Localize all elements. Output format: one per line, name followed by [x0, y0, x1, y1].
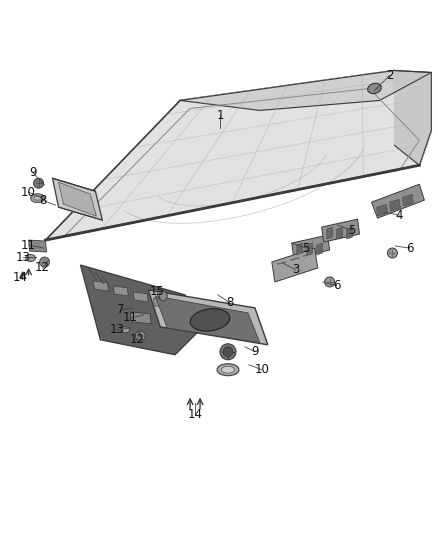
Text: 9: 9 — [251, 345, 258, 358]
Text: 5: 5 — [302, 241, 309, 255]
Ellipse shape — [121, 327, 130, 333]
Circle shape — [325, 277, 335, 287]
Polygon shape — [317, 243, 323, 255]
Polygon shape — [346, 227, 353, 239]
Text: 10: 10 — [21, 185, 36, 199]
Polygon shape — [403, 194, 413, 206]
Circle shape — [34, 178, 43, 188]
Text: 12: 12 — [130, 333, 145, 346]
Polygon shape — [81, 265, 200, 355]
Ellipse shape — [217, 364, 239, 376]
Text: 8: 8 — [39, 193, 46, 207]
Text: 5: 5 — [348, 224, 355, 237]
Ellipse shape — [25, 255, 35, 262]
Polygon shape — [28, 240, 46, 252]
Text: 13: 13 — [15, 251, 30, 263]
Polygon shape — [337, 227, 343, 239]
Ellipse shape — [190, 309, 230, 331]
Circle shape — [220, 344, 236, 360]
Text: 7: 7 — [117, 303, 124, 317]
Ellipse shape — [31, 193, 45, 203]
Text: 3: 3 — [292, 263, 300, 277]
Text: 6: 6 — [333, 279, 340, 293]
Text: 6: 6 — [406, 241, 413, 255]
Ellipse shape — [159, 291, 167, 301]
Polygon shape — [153, 298, 168, 308]
Polygon shape — [272, 248, 318, 282]
Ellipse shape — [367, 83, 381, 94]
Text: 14: 14 — [187, 408, 203, 421]
Polygon shape — [297, 243, 303, 255]
Polygon shape — [292, 235, 330, 258]
Polygon shape — [93, 281, 108, 291]
Text: 13: 13 — [110, 324, 125, 336]
Polygon shape — [371, 184, 424, 218]
Ellipse shape — [34, 196, 41, 200]
Polygon shape — [327, 227, 332, 239]
Polygon shape — [321, 219, 360, 242]
Text: 11: 11 — [123, 311, 138, 325]
Polygon shape — [130, 312, 151, 324]
Polygon shape — [46, 70, 431, 240]
Polygon shape — [113, 286, 128, 296]
Text: 2: 2 — [386, 69, 393, 82]
Circle shape — [388, 248, 397, 258]
Polygon shape — [395, 70, 431, 165]
Circle shape — [39, 257, 49, 267]
Text: 10: 10 — [254, 363, 269, 376]
Text: 15: 15 — [150, 286, 165, 298]
Polygon shape — [133, 292, 148, 302]
Polygon shape — [307, 243, 313, 255]
Text: 14: 14 — [13, 271, 28, 285]
Polygon shape — [59, 182, 96, 216]
Circle shape — [223, 347, 233, 357]
Polygon shape — [180, 70, 431, 110]
Text: 9: 9 — [29, 166, 36, 179]
Text: 4: 4 — [396, 208, 403, 222]
Polygon shape — [389, 199, 400, 211]
Text: 12: 12 — [35, 262, 50, 274]
Polygon shape — [377, 204, 388, 216]
Polygon shape — [148, 290, 268, 345]
Ellipse shape — [222, 366, 234, 373]
Text: 1: 1 — [216, 109, 224, 122]
Circle shape — [135, 331, 145, 341]
Text: 11: 11 — [21, 239, 36, 252]
Polygon shape — [155, 296, 260, 343]
Text: 8: 8 — [226, 296, 233, 309]
Polygon shape — [53, 178, 102, 220]
